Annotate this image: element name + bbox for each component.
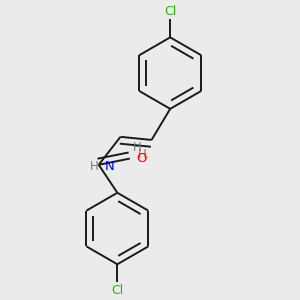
Text: H: H bbox=[90, 160, 99, 173]
Text: O: O bbox=[136, 152, 147, 165]
Text: Cl: Cl bbox=[164, 5, 176, 18]
Text: N: N bbox=[105, 160, 115, 172]
Text: Cl: Cl bbox=[111, 284, 124, 297]
Text: H: H bbox=[138, 148, 147, 161]
Text: H: H bbox=[133, 142, 142, 154]
